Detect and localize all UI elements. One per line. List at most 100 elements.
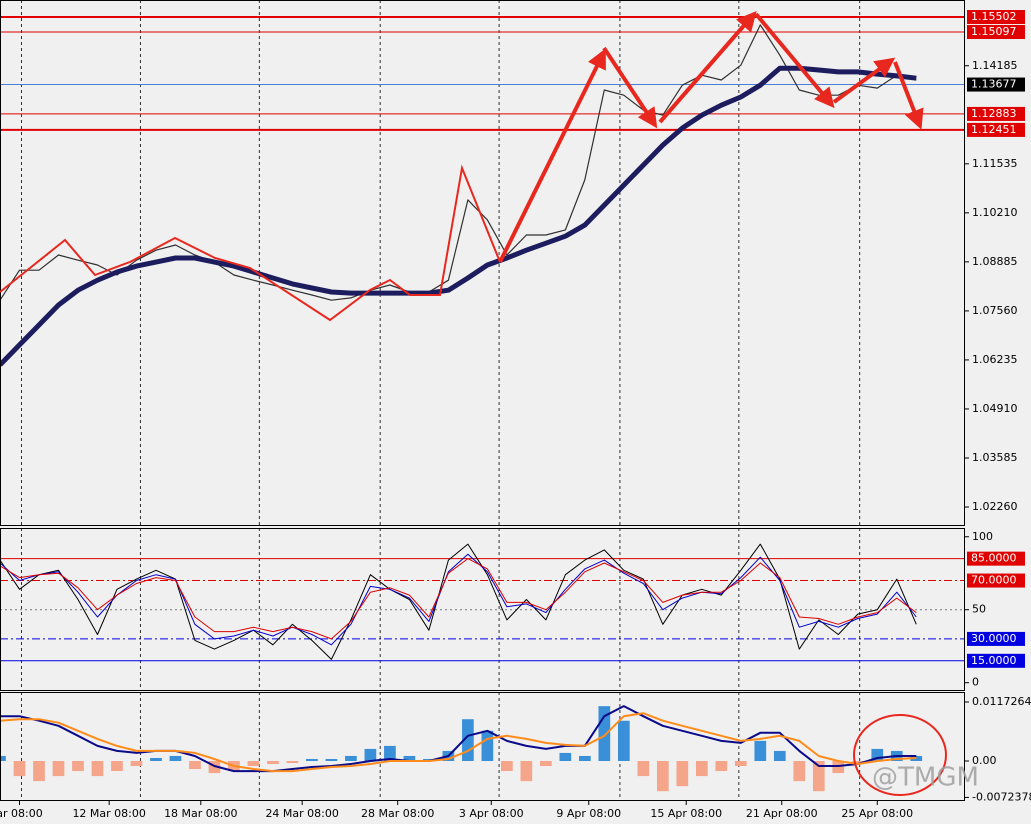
y-tick-label: 50: [972, 603, 986, 616]
y-tick-label: 1.03585: [972, 451, 1018, 464]
level-label: 85.0000: [971, 552, 1017, 565]
arrow: [832, 57, 896, 104]
histogram-bar: [306, 758, 318, 761]
series-line: [0, 24, 917, 301]
y-tick-label: 1.07560: [972, 304, 1018, 317]
arrow: [754, 12, 835, 109]
histogram-bar: [656, 760, 669, 792]
histogram-bar: [559, 752, 572, 761]
arrow: [602, 46, 658, 129]
x-tick-label: 12 Mar 08:00: [72, 807, 145, 820]
histogram-bar: [501, 760, 513, 772]
level-label-box: [967, 25, 1025, 40]
series-line: [0, 712, 917, 773]
histogram-bar: [0, 755, 6, 761]
series-line: [0, 558, 917, 640]
y-tick-label: 1.04910: [972, 402, 1018, 415]
level-label: 1.15502: [971, 10, 1017, 23]
histogram-bar: [773, 750, 786, 761]
y-tick-label: 0.00: [972, 754, 997, 767]
histogram-bar: [715, 760, 728, 772]
y-tick-label: 0: [972, 676, 979, 689]
level-label: 15.0000: [971, 654, 1017, 667]
histogram-bar: [286, 760, 299, 764]
x-tick-label: 21 Apr 08:00: [746, 807, 818, 820]
current-price-label: 1.13677: [971, 78, 1017, 91]
histogram-bar: [617, 720, 630, 761]
histogram-bar: [793, 760, 806, 782]
highlight-circle: [853, 714, 947, 796]
y-tick-label: 1.14185: [972, 59, 1018, 72]
histogram-bar: [851, 760, 864, 764]
arrow: [498, 48, 606, 263]
histogram-bar: [91, 760, 104, 777]
level-label-box: [967, 573, 1025, 588]
level-label-box: [967, 551, 1025, 566]
histogram-bar: [33, 760, 45, 782]
histogram-bar: [364, 748, 377, 761]
y-tick-label: 0.0117264: [972, 695, 1031, 708]
histogram-bar: [52, 760, 65, 777]
histogram-bar: [384, 745, 396, 761]
histogram-bar: [871, 748, 884, 761]
series-line: [0, 553, 917, 646]
series-line: [0, 65, 917, 367]
histogram-bar: [754, 740, 767, 761]
histogram-bar: [72, 760, 84, 772]
histogram-bar: [345, 755, 357, 761]
histogram-bar: [481, 730, 494, 761]
y-tick-label: 1.11535: [972, 157, 1018, 170]
level-label-box: [967, 122, 1025, 137]
current-price-box: [967, 77, 1025, 92]
histogram-bar: [150, 757, 162, 761]
y-tick-label: 1.02260: [972, 500, 1018, 513]
level-label-box: [967, 106, 1025, 121]
histogram-bar: [812, 760, 825, 792]
series-line: [0, 543, 917, 660]
x-tick-label: 28 Mar 08:00: [361, 807, 434, 820]
y-tick-label: 1.08885: [972, 255, 1018, 268]
level-label: 1.15097: [971, 25, 1017, 38]
arrow: [658, 10, 757, 124]
x-tick-label: ar 08:00: [0, 807, 43, 820]
panel-frame: [0, 0, 965, 526]
histogram-bar: [13, 760, 26, 777]
watermark: @TMGM: [872, 763, 979, 793]
x-tick-label: 25 Apr 08:00: [841, 807, 913, 820]
x-tick-label: 24 Mar 08:00: [265, 807, 338, 820]
histogram-bar: [247, 760, 260, 767]
x-tick-label: 9 Apr 08:00: [556, 807, 621, 820]
zigzag: [0, 164, 501, 322]
histogram-bar: [598, 706, 611, 761]
level-label-box: [967, 10, 1025, 25]
histogram-bar: [637, 760, 650, 777]
panel-frame: [0, 692, 965, 801]
y-tick-label: 1.10210: [972, 206, 1018, 219]
x-tick-label: 15 Apr 08:00: [650, 807, 722, 820]
level-label-box: [967, 653, 1025, 668]
histogram-bar: [579, 755, 591, 761]
level-label: 1.12451: [971, 123, 1017, 136]
histogram-bar: [403, 755, 416, 761]
panel-frame: [0, 528, 965, 691]
histogram-bar: [520, 760, 533, 782]
histogram-bar: [325, 758, 338, 761]
histogram-bar: [695, 760, 708, 777]
y-tick-label: -0.0072378: [972, 790, 1031, 803]
histogram-bar: [267, 760, 279, 765]
histogram-bar: [734, 760, 747, 767]
level-label: 30.0000: [971, 632, 1017, 645]
histogram-bar: [111, 760, 123, 772]
y-tick-label: 1.06235: [972, 353, 1018, 366]
level-label: 70.0000: [971, 574, 1017, 587]
x-tick-label: 3 Apr 08:00: [459, 807, 524, 820]
arrow: [893, 61, 924, 130]
histogram-bar: [462, 719, 474, 761]
histogram-bar: [189, 760, 201, 770]
x-tick-label: 18 Mar 08:00: [164, 807, 237, 820]
histogram-bar: [832, 760, 845, 774]
